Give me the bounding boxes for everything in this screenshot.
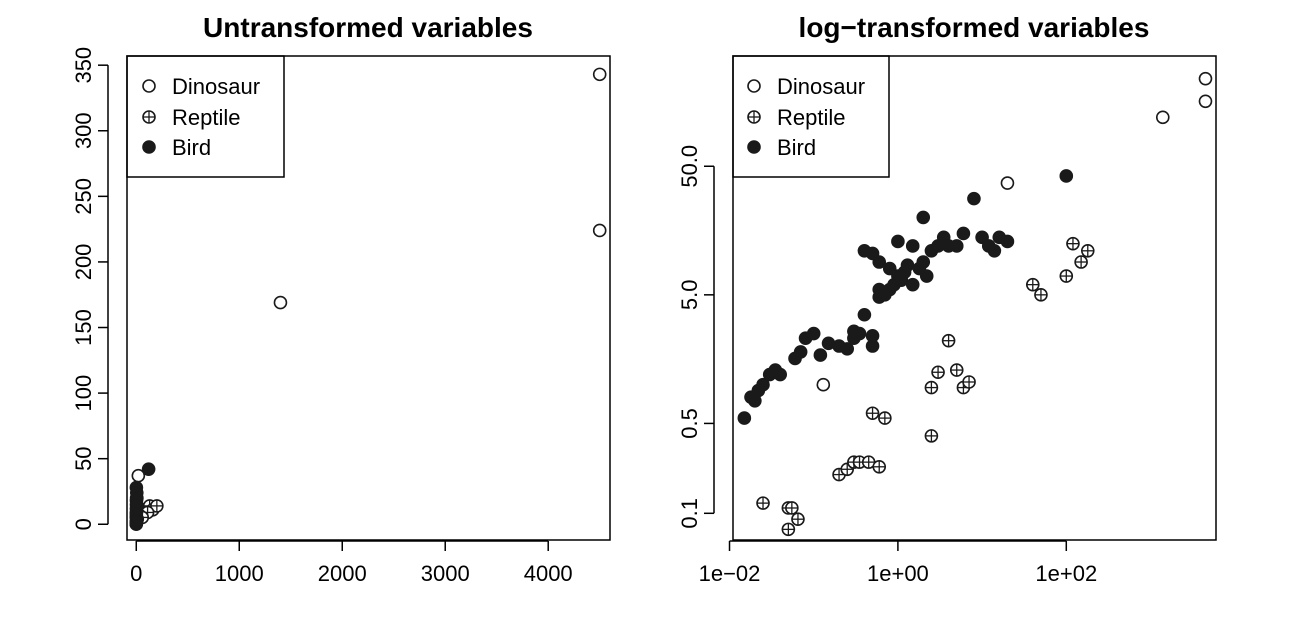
y-tick-label: 5.0 [677, 280, 702, 311]
point-bird [806, 326, 821, 341]
point-bird [840, 342, 855, 356]
point-dinosaur [592, 223, 607, 238]
point-bird [1000, 234, 1015, 249]
point-bird [857, 307, 872, 322]
chart-title: Untransformed variables [203, 12, 533, 43]
y-tick-label: 0.5 [677, 408, 702, 439]
point-bird [949, 239, 964, 253]
y-tick-label: 50.0 [677, 145, 702, 188]
point-dinosaur [273, 295, 288, 310]
x-tick-label: 4000 [524, 561, 573, 586]
y-tick-label: 0.1 [677, 498, 702, 529]
legend-entry-dinosaur: Dinosaur [142, 74, 260, 99]
legend-marker-bird [142, 140, 156, 154]
chart-panel-log-transformed: log−transformed variables 1e−02 1e+00 1e+0… [677, 12, 1217, 586]
point-bird [872, 255, 887, 269]
point-bird [967, 191, 981, 206]
y-tick-label: 300 [71, 112, 96, 149]
y-tick-label: 0 [71, 518, 96, 530]
point-bird [916, 255, 931, 269]
point-bird [916, 210, 931, 225]
legend-box [126, 55, 285, 178]
point-bird [793, 345, 808, 359]
point-dinosaur [1198, 94, 1213, 109]
legend-label-bird: Bird [172, 135, 211, 160]
legend-marker-dinosaur [142, 79, 156, 93]
legend-entry-bird: Bird [142, 135, 211, 160]
point-bird [773, 367, 788, 382]
point-dinosaur [1000, 176, 1015, 190]
y-tick-label: 50 [71, 446, 96, 470]
legend-entry-reptile: Reptile [142, 105, 240, 130]
y-tick-label: 350 [71, 47, 96, 84]
point-bird [847, 324, 861, 339]
y-tick-label: 200 [71, 244, 96, 281]
legend: Dinosaur Reptile Bird [732, 55, 890, 178]
axis-ticks: 1e−02 1e+00 1e+02 0.1 0.5 5.0 50.0 [677, 145, 1097, 586]
legend-label-reptile: Reptile [172, 105, 240, 130]
point-bird [891, 234, 905, 249]
legend-label-bird: Bird [777, 135, 816, 160]
point-dinosaur [592, 67, 607, 82]
x-tick-label: 0 [130, 561, 142, 586]
x-tick-label: 1e+02 [1035, 561, 1097, 586]
point-bird [905, 239, 920, 253]
x-tick-label: 3000 [421, 561, 470, 586]
point-bird [1059, 169, 1074, 183]
legend-entry-reptile: Reptile [747, 105, 845, 130]
data-points [129, 67, 607, 531]
chart-panel-untransformed: Untransformed variables 0 1000 2000 3000 400… [71, 12, 611, 586]
y-tick-label: 250 [71, 178, 96, 215]
x-tick-label: 1000 [215, 561, 264, 586]
point-bird [141, 462, 156, 476]
legend-marker-bird [747, 140, 761, 154]
point-bird [987, 244, 1002, 258]
legend-label-dinosaur: Dinosaur [777, 74, 865, 99]
point-bird [129, 515, 144, 530]
point-dinosaur [1198, 71, 1213, 86]
x-tick-label: 2000 [318, 561, 367, 586]
point-bird [919, 269, 934, 283]
legend-box [732, 55, 890, 178]
axis-ticks: 0 1000 2000 3000 4000 0 50 100 150 200 250 300 350 [71, 47, 573, 586]
x-tick-label: 1e−02 [699, 561, 761, 586]
plot-frame [732, 55, 1217, 541]
point-bird [129, 493, 144, 508]
legend-entry-dinosaur: Dinosaur [747, 74, 865, 99]
point-bird [956, 226, 971, 241]
plot-frame [126, 55, 611, 541]
legend-marker-dinosaur [747, 79, 761, 93]
x-tick-label: 1e+00 [867, 561, 929, 586]
legend: Dinosaur Reptile Bird [126, 55, 285, 178]
y-tick-label: 150 [71, 309, 96, 346]
data-points [737, 71, 1213, 537]
point-bird [900, 258, 915, 273]
point-dinosaur [1155, 110, 1170, 125]
legend-entry-bird: Bird [747, 135, 816, 160]
legend-label-reptile: Reptile [777, 105, 845, 130]
point-bird [756, 377, 770, 392]
point-bird [905, 277, 920, 292]
point-dinosaur [816, 377, 831, 392]
chart-title: log−transformed variables [799, 12, 1150, 43]
point-bird [737, 411, 752, 425]
y-tick-label: 100 [71, 375, 96, 412]
point-bird [813, 348, 828, 362]
point-bird [865, 329, 880, 343]
point-bird [882, 261, 897, 276]
legend-label-dinosaur: Dinosaur [172, 74, 260, 99]
